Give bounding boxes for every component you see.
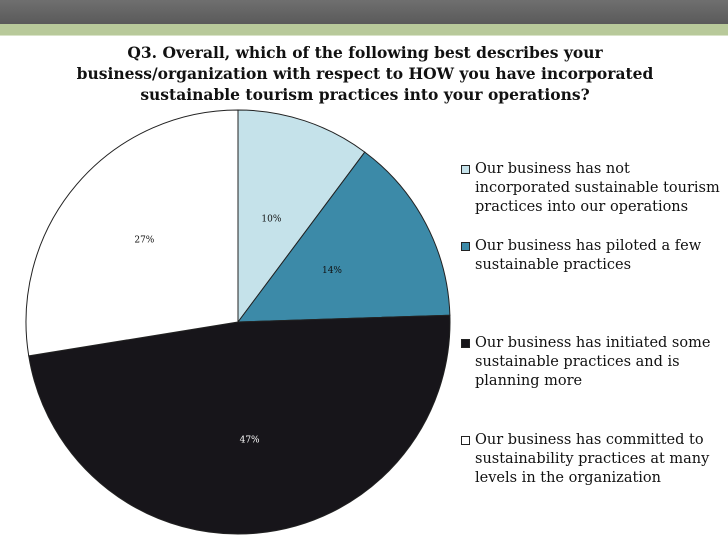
- pie-label-initiated: 47%: [240, 435, 260, 445]
- header-band: [0, 0, 728, 24]
- legend-label-committed: Our business has committed to sustainabi…: [475, 432, 710, 486]
- pie-label-piloted: 14%: [322, 266, 342, 276]
- header-accent-band: [0, 24, 728, 35]
- pie-slice-committed: [25, 109, 239, 357]
- chart-title-line-2: business/organization with respect to HO…: [76, 64, 654, 83]
- legend-label-piloted: Our business has piloted a few sustainab…: [475, 238, 702, 273]
- pie-label-committed: 27%: [134, 235, 154, 245]
- pie-label-not-incorporated: 10%: [261, 214, 281, 224]
- pie-slice-not-incorporated: [237, 109, 366, 324]
- legend-swatch-committed: [461, 436, 470, 445]
- legend-item-not-incorporated: Our business has not incorporated sustai…: [461, 160, 723, 237]
- legend-swatch-initiated: [461, 339, 470, 348]
- legend-item-piloted: Our business has piloted a few sustainab…: [461, 237, 723, 334]
- pie-slice-piloted: [236, 151, 451, 323]
- legend: Our business has not incorporated sustai…: [461, 160, 723, 488]
- chart-title-line-3: sustainable tourism practices into your …: [140, 85, 590, 104]
- legend-label-initiated: Our business has initiated some sustaina…: [475, 335, 711, 389]
- pie-slice-initiated: [28, 314, 451, 535]
- legend-swatch-piloted: [461, 242, 470, 251]
- chart-title: Q3. Overall, which of the following best…: [60, 42, 670, 105]
- chart-title-line-1: Q3. Overall, which of the following best…: [127, 43, 603, 62]
- legend-item-committed: Our business has committed to sustainabi…: [461, 431, 723, 488]
- legend-swatch-not-incorporated: [461, 165, 470, 174]
- legend-item-initiated: Our business has initiated some sustaina…: [461, 334, 723, 431]
- header-divider: [0, 35, 728, 36]
- legend-label-not-incorporated: Our business has not incorporated sustai…: [475, 161, 720, 215]
